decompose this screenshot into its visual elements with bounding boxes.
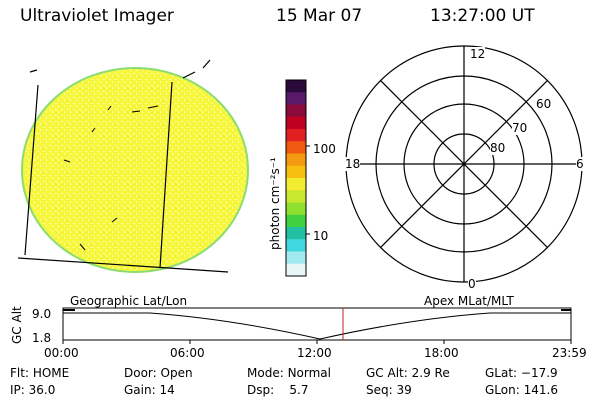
colorbar-swatch	[286, 251, 306, 265]
polar-label-0: 0	[468, 277, 476, 291]
status-glat: GLat: −17.9	[485, 366, 558, 380]
status-seq: Seq: 39	[366, 383, 412, 397]
colorbar-swatch	[286, 129, 306, 142]
colorbar-swatch	[286, 165, 306, 179]
colorbar	[285, 79, 310, 277]
timeline-xtick-1200: 12:00	[297, 346, 332, 360]
colorbar-swatch	[286, 239, 306, 252]
polar-lat-80: 80	[490, 141, 506, 155]
polar-label-18: 18	[345, 157, 361, 171]
timeline-right-title: Apex MLat/MLT	[424, 294, 514, 308]
polar-lat-60: 60	[536, 97, 552, 111]
colorbar-swatch	[286, 141, 306, 154]
timeline-ytick-1-8: 1.8	[32, 331, 52, 345]
colorbar-swatch	[286, 227, 306, 240]
polar-plot	[345, 45, 583, 283]
timeline-left-title: Geographic Lat/Lon	[70, 294, 188, 308]
timeline-xtick-0600: 06:00	[170, 346, 205, 360]
timeline-xtick-0000: 00:00	[44, 346, 79, 360]
date-label: 15 Mar 07	[276, 6, 363, 26]
colorbar-swatch	[286, 116, 306, 130]
coastline-fragments	[63, 105, 159, 251]
geo-grid-lines	[17, 59, 229, 273]
colorbar-swatch	[286, 80, 306, 93]
status-mode: Mode: Normal	[247, 366, 331, 380]
timeline-xtick-1800: 18:00	[424, 346, 459, 360]
colorbar-frame	[285, 79, 307, 277]
status-gain: Gain: 14	[124, 383, 175, 397]
polar-lat-70: 70	[512, 121, 528, 135]
timeline-ytick-9: 9.0	[32, 307, 52, 321]
status-door: Door: Open	[124, 366, 193, 380]
colorbar-tick-10: 10	[313, 229, 329, 243]
colorbar-swatch	[286, 153, 306, 167]
altitude-curve	[63, 312, 571, 340]
colorbar-swatch	[286, 178, 306, 191]
polar-label-6: 6	[576, 157, 584, 171]
status-dsp: Dsp: 5.7	[247, 383, 309, 397]
colorbar-swatch	[286, 263, 306, 277]
status-gcalt: GC Alt: 2.9 Re	[366, 366, 450, 380]
colorbar-swatch	[286, 104, 306, 118]
colorbar-tick-100: 100	[313, 142, 336, 156]
timeline-xtick-2359: 23:59	[552, 346, 587, 360]
colorbar-swatch	[286, 190, 306, 203]
earth-disk	[21, 67, 249, 273]
colorbar-swatch	[286, 92, 306, 105]
polar-label-12: 12	[470, 47, 486, 61]
colorbar-swatch	[286, 202, 306, 216]
status-flt: Flt: HOME	[10, 366, 70, 380]
polar-diagonal-2	[380, 80, 548, 248]
status-ip: IP: 36.0	[10, 383, 56, 397]
time-label: 13:27:00 UT	[430, 6, 535, 26]
instrument-title: Ultraviolet Imager	[20, 6, 174, 26]
colorbar-swatch	[286, 214, 306, 228]
status-glon: GLon: 141.6	[485, 383, 558, 397]
